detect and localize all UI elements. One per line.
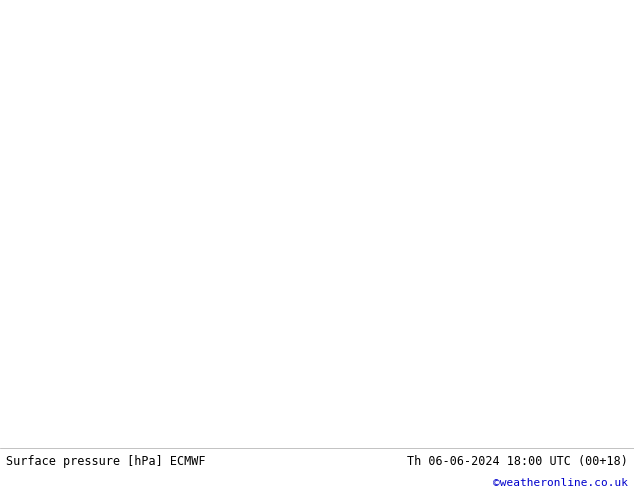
- Text: Th 06-06-2024 18:00 UTC (00+18): Th 06-06-2024 18:00 UTC (00+18): [407, 455, 628, 468]
- Text: Surface pressure [hPa] ECMWF: Surface pressure [hPa] ECMWF: [6, 455, 206, 468]
- Text: ©weatheronline.co.uk: ©weatheronline.co.uk: [493, 478, 628, 489]
